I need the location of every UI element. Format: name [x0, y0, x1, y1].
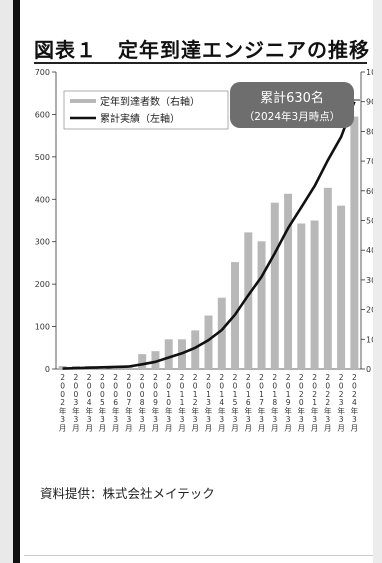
- bar: [191, 330, 200, 369]
- bar: [323, 187, 332, 369]
- right-tick-label: 40: [366, 246, 373, 255]
- right-tick-label: 50: [366, 217, 373, 226]
- line-series: [62, 101, 356, 370]
- bar: [337, 205, 346, 369]
- left-tick-label: 400: [35, 195, 50, 204]
- right-tick-label: 80: [366, 127, 373, 136]
- bar: [350, 116, 359, 369]
- legend-box: [63, 90, 229, 130]
- left-tick-label: 600: [35, 110, 50, 119]
- left-tick-label: 0: [45, 365, 50, 374]
- bar: [270, 202, 279, 369]
- bar-series: [58, 116, 359, 369]
- bar: [217, 297, 226, 369]
- bar: [204, 315, 213, 369]
- legend: 定年到達者数（右軸） 累計実績（左軸）: [63, 90, 229, 130]
- right-tick-label: 30: [366, 276, 373, 285]
- left-tick-label: 200: [35, 280, 50, 289]
- right-tick-label: 20: [366, 306, 373, 315]
- bar: [164, 339, 173, 369]
- left-tick-label: 100: [35, 323, 50, 332]
- right-tick-label: 70: [366, 157, 373, 166]
- legend-line-label: 累計実績（左軸）: [100, 112, 180, 125]
- right-page-strip: [373, 0, 382, 563]
- right-tick-label: 10: [366, 335, 373, 344]
- title-underline: [34, 62, 367, 64]
- right-axis: 0 10 20 30 40 50 60 70 80 90 100: [360, 68, 373, 374]
- bar: [257, 241, 266, 369]
- source-note: 資料提供：株式会社メイテック: [40, 486, 215, 501]
- bar: [310, 220, 319, 369]
- total-annotation: 累計630名 （2024年3月時点）: [230, 82, 360, 128]
- annotation-date: （2024年3月時点）: [244, 110, 340, 123]
- bar: [151, 351, 160, 369]
- cumulative-line: [62, 101, 356, 370]
- bar: [284, 193, 293, 369]
- bottom-rule: [24, 555, 373, 556]
- left-tick-label: 700: [35, 68, 50, 77]
- bar: [244, 232, 253, 369]
- right-tick-label: 90: [366, 98, 373, 107]
- right-tick-label: 0: [366, 365, 371, 374]
- left-axis: 0 100 200 300 400 500 600 700: [35, 68, 361, 374]
- right-tick-label: 60: [366, 187, 373, 196]
- annotation-total: 累計630名: [260, 90, 324, 106]
- chart: 0 100 200 300 400 500 600 700 0 10 20 30 40 50 60 70 80…: [35, 68, 373, 432]
- figure-title: 図表１ 定年到達エンジニアの推移: [34, 38, 370, 62]
- legend-bar-label: 定年到達者数（右軸）: [100, 95, 200, 108]
- left-tick-label: 300: [35, 238, 50, 247]
- bar: [297, 223, 306, 369]
- x-axis-labels: 2 0 0 2 年 3 月 2 0 0 3 年 3 月 2 0 0 4 年 3 月 2 0 0 5 年 3 月 2 0 0 6 年 3 月 2 0 0 7 年…: [59, 373, 359, 432]
- annotation-box: [230, 82, 354, 128]
- left-tick-label: 500: [35, 153, 50, 162]
- left-page-edge: [13, 0, 20, 563]
- right-tick-label: 100: [366, 68, 373, 77]
- bar: [138, 354, 147, 369]
